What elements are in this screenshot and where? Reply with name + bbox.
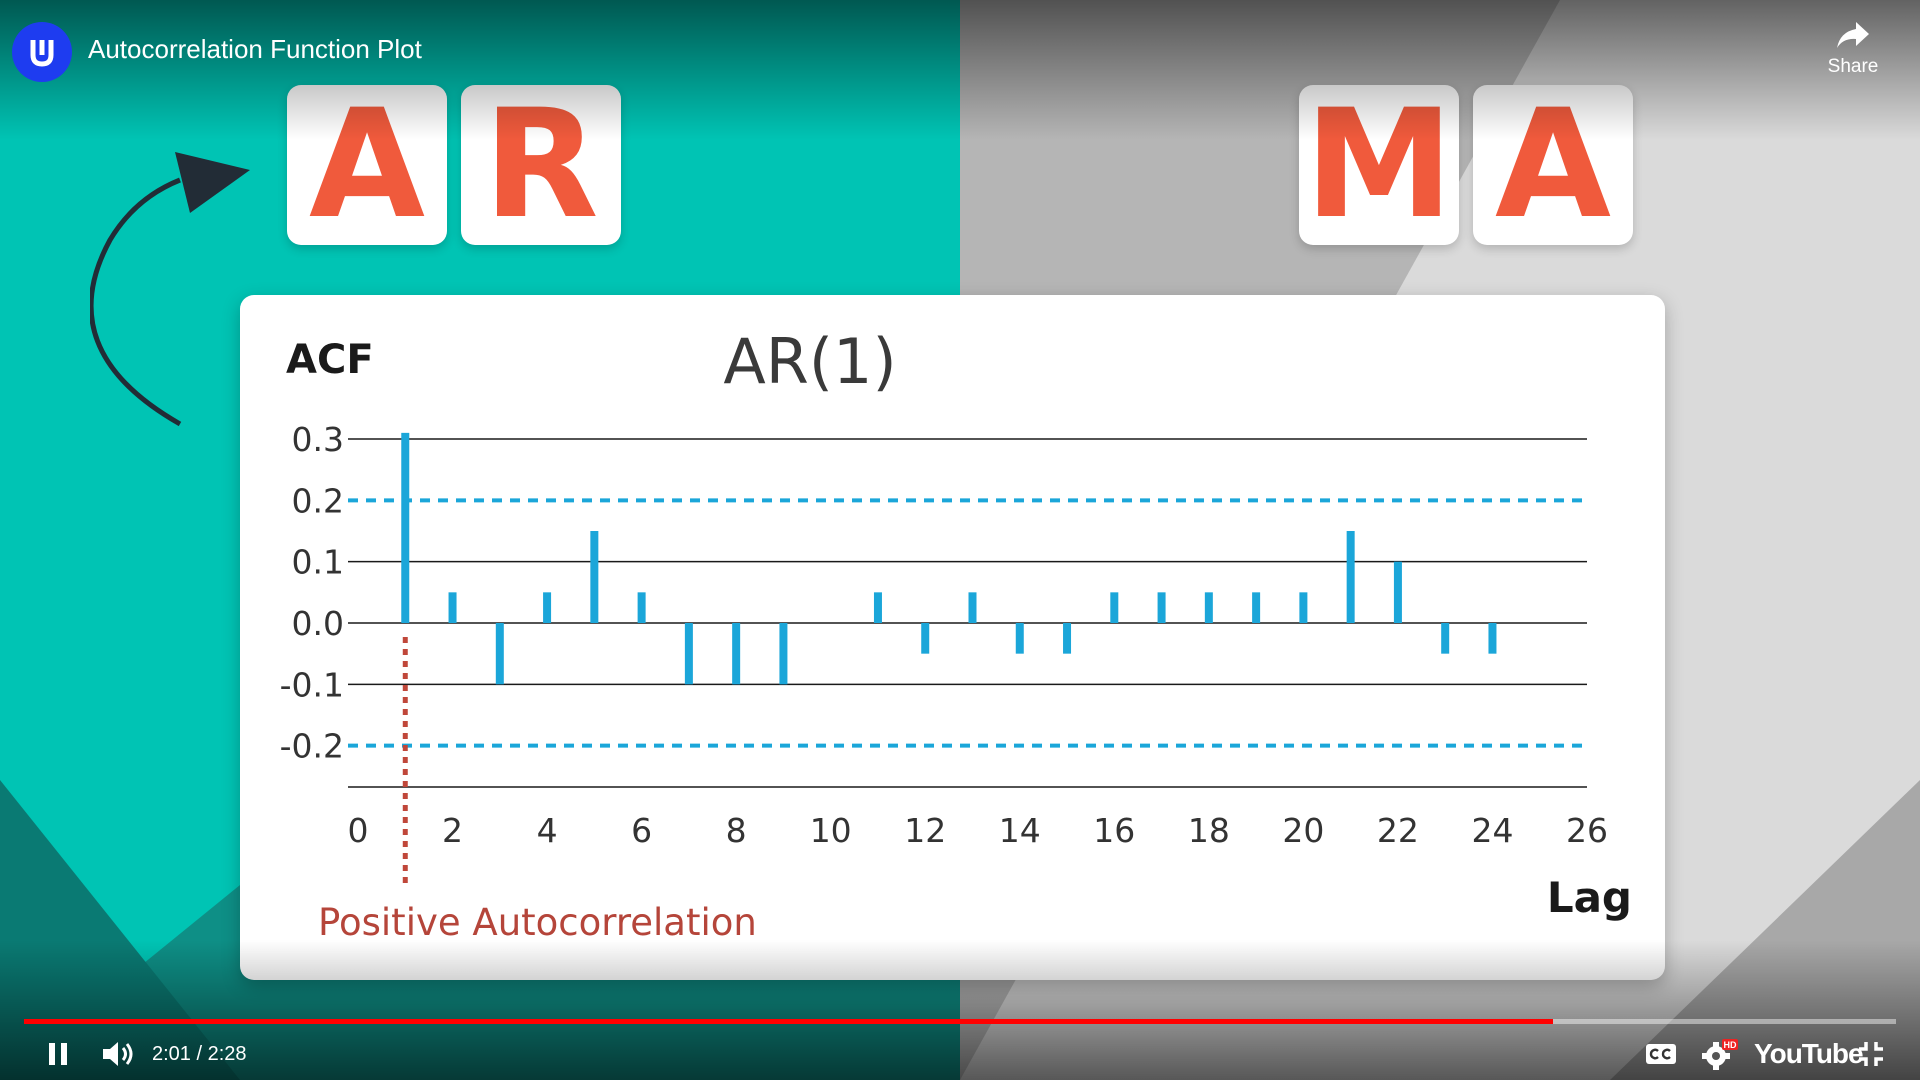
acf-bar <box>873 592 882 623</box>
duration: 2:28 <box>207 1042 247 1065</box>
acf-chart-card: 0.3 0.2 0.1 0.0 -0.1 -0.2 0 2 4 6 8 10 12 14 16 18 20 22 2… <box>240 295 1665 980</box>
udacity-logo-icon[interactable] <box>12 22 72 82</box>
exit-fullscreen-icon <box>1859 1042 1883 1066</box>
positive-autocorrelation-annotation: Positive Autocorrelation <box>318 901 757 944</box>
volume-button[interactable] <box>100 1034 136 1074</box>
x-tick-label: 6 <box>631 811 652 850</box>
y-tick-label: 0.0 <box>292 604 344 643</box>
curved-arrow-icon <box>90 152 250 427</box>
x-tick-label: 2 <box>442 811 463 850</box>
pause-button[interactable] <box>44 1034 72 1074</box>
acf-bar <box>968 592 977 623</box>
share-label: Share <box>1827 56 1879 77</box>
bottom-overlay <box>0 940 1920 1080</box>
youtube-logo[interactable]: YouTube <box>1754 1038 1864 1069</box>
acf-bar <box>495 623 504 685</box>
exit-fullscreen-button[interactable] <box>1856 1034 1886 1074</box>
y-tick-label: 0.1 <box>292 543 344 582</box>
settings-icon: HD <box>1702 1039 1738 1070</box>
y-tick-label: 0.2 <box>292 481 344 520</box>
captions-button[interactable] <box>1644 1034 1678 1074</box>
x-tick-label: 14 <box>999 811 1041 850</box>
acf-bar <box>637 592 646 623</box>
x-tick-label: 22 <box>1377 811 1419 850</box>
x-tick-label: 24 <box>1471 811 1513 850</box>
y-tick-label: -0.2 <box>280 727 344 766</box>
time-display: 2:01 / 2:28 <box>152 1034 247 1074</box>
x-tick-label: 0 <box>348 811 369 850</box>
x-tick-label: 12 <box>904 811 946 850</box>
acf-bar <box>1488 623 1497 654</box>
x-tick-label: 18 <box>1188 811 1230 850</box>
x-tick-label: 16 <box>1093 811 1135 850</box>
acf-bar <box>1015 623 1024 654</box>
acf-bar <box>684 623 693 685</box>
x-tick-label: 20 <box>1282 811 1324 850</box>
acf-bar <box>1299 592 1308 623</box>
acf-bar <box>732 623 741 685</box>
x-tick-label: 8 <box>726 811 747 850</box>
acf-bar <box>448 592 457 623</box>
time-separator: / <box>196 1042 203 1065</box>
acf-bar <box>779 623 788 685</box>
x-tick-label: 10 <box>810 811 852 850</box>
acf-bar <box>1252 592 1261 623</box>
captions-icon <box>1646 1044 1676 1064</box>
share-button[interactable]: Share <box>1808 20 1898 78</box>
chart-title: AR(1) <box>723 325 896 398</box>
y-tick-label: 0.3 <box>292 420 344 459</box>
x-tick-label: 26 <box>1566 811 1608 850</box>
progress-played <box>24 1019 1554 1024</box>
acf-chart: 0.30.20.10.0-0.1-0.20 2 4 6 8 10 12 14 16 18 20 22 2… <box>280 325 1632 944</box>
volume-icon <box>103 1042 133 1066</box>
acf-bar <box>401 432 410 623</box>
acf-bar <box>1110 592 1119 623</box>
acf-bar <box>1393 561 1402 623</box>
video-title[interactable]: Autocorrelation Function Plot <box>88 34 422 64</box>
acf-bar <box>543 592 552 623</box>
hd-badge: HD <box>1724 1040 1737 1050</box>
y-tick-label: -0.1 <box>280 665 344 704</box>
acf-bar <box>1346 531 1355 623</box>
acf-bar <box>1441 623 1450 654</box>
top-overlay <box>0 0 1920 140</box>
pause-icon <box>49 1043 67 1065</box>
acf-bar <box>921 623 930 654</box>
share-icon <box>1837 22 1869 48</box>
acf-bar <box>1204 592 1213 623</box>
settings-button[interactable]: HD <box>1700 1034 1740 1074</box>
x-tick-label: 4 <box>537 811 558 850</box>
acf-bar <box>1157 592 1166 623</box>
acf-bar <box>1063 623 1072 654</box>
x-axis-label: Lag <box>1547 873 1632 922</box>
y-axis-label: ACF <box>286 337 374 383</box>
current-time: 2:01 <box>152 1042 191 1065</box>
acf-bar <box>590 531 599 623</box>
progress-bar[interactable] <box>24 1019 1896 1024</box>
